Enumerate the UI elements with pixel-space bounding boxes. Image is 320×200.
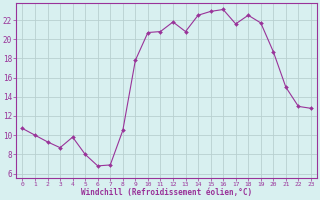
X-axis label: Windchill (Refroidissement éolien,°C): Windchill (Refroidissement éolien,°C)	[81, 188, 252, 197]
